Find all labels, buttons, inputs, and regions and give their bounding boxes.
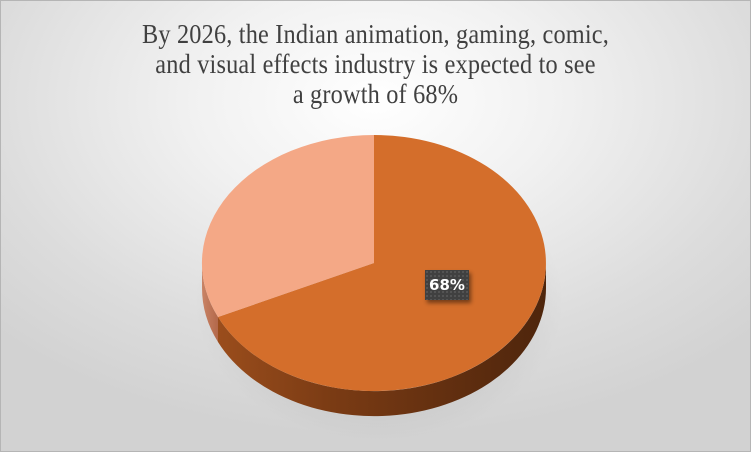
pie-slice-growth[interactable] bbox=[218, 135, 546, 391]
chart-title-line-1: By 2026, the Indian animation, gaming, c… bbox=[141, 19, 610, 49]
data-label-growth: 68% bbox=[425, 270, 469, 300]
chart-title-line-3: a growth of 68% bbox=[292, 79, 459, 109]
pie-side-dark bbox=[218, 263, 547, 417]
chart-title: By 2026, the Indian animation, gaming, c… bbox=[74, 19, 676, 109]
chart-title-line-2: and visual effects industry is expected … bbox=[155, 49, 596, 79]
pie-slice-remaining[interactable] bbox=[201, 134, 374, 317]
pie-side-light bbox=[201, 263, 218, 342]
